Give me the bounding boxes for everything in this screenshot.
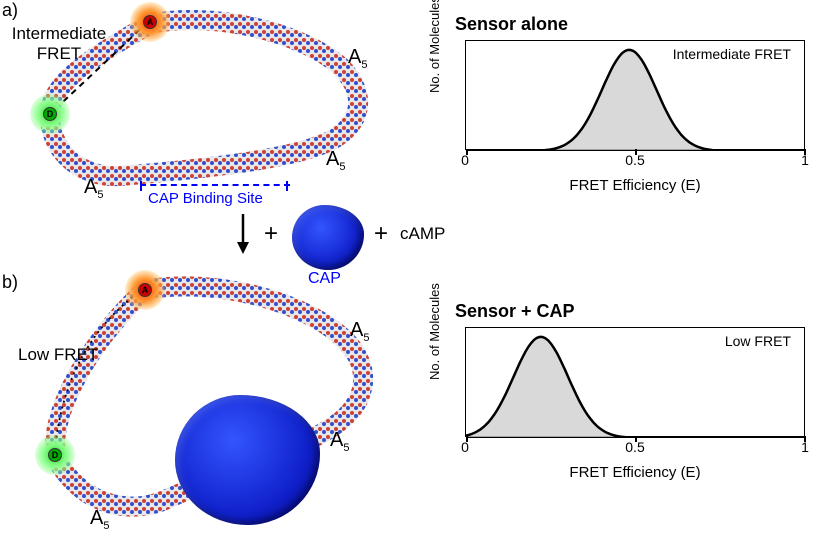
chart-a-xlabel: FRET Efficiency (E) [465,177,805,194]
chart-a-inset: Intermediate FRET [673,46,791,62]
xtick-label: 0 [461,439,469,455]
chart-a-title: Sensor alone [455,14,568,35]
xtick-label: 1 [801,439,809,455]
a5-label: A5 [84,176,103,201]
donor-fluorophore-a: D [30,94,70,134]
acceptor-fluorophore-a: A [130,2,170,42]
donor-core: D [48,448,62,462]
a5-label: A5 [330,429,349,454]
low-fret-label: Low FRET [18,345,98,365]
a5-label: A5 [326,148,345,173]
xtick-label: 1 [801,152,809,168]
panel-b-molecule: A D A5 A5 A5 [30,275,400,545]
cap-protein-small [292,205,364,270]
donor-core: D [43,107,57,121]
reaction-arrow [228,212,258,256]
chart-sensor-cap: Sensor + CAP No. of Molecules Low FRET 0… [415,305,815,475]
plus-sign: + [264,220,278,248]
cap-binding-site-label: CAP Binding Site [148,190,263,207]
xtick-label: 0.5 [625,439,644,455]
cap-binding-bracket [140,184,290,186]
camp-label: cAMP [400,224,445,244]
acceptor-core: A [143,15,157,29]
chart-a-ylabel: No. of Molecules [427,0,442,93]
intermediate-fret-label: Intermediate FRET [4,24,114,64]
a5-label: A5 [90,507,109,532]
xtick-label: 0 [461,152,469,168]
chart-b-inset: Low FRET [725,333,791,349]
plus-sign: + [374,220,388,248]
donor-fluorophore-b: D [35,435,75,475]
panel-a-label: a) [2,0,18,21]
acceptor-core: A [138,283,152,297]
chart-b-xlabel: FRET Efficiency (E) [465,464,805,481]
panel-b-label: b) [2,272,18,293]
chart-b-ylabel: No. of Molecules [427,283,442,380]
chart-b-title: Sensor + CAP [455,301,575,322]
a5-label: A5 [348,46,367,71]
xtick-label: 0.5 [625,152,644,168]
a5-label: A5 [350,319,369,344]
chart-sensor-alone: Sensor alone No. of Molecules Intermedia… [415,18,815,188]
acceptor-fluorophore-b: A [125,270,165,310]
